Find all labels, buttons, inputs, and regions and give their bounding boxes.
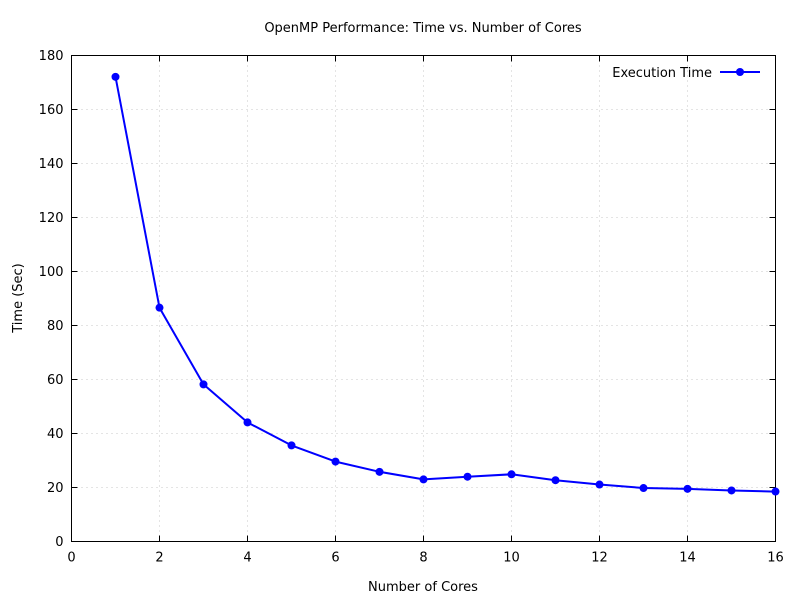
legend-series-marker — [736, 68, 744, 76]
legend: Execution Time — [612, 66, 760, 81]
data-point — [639, 484, 648, 493]
data-point — [155, 303, 164, 312]
y-tick-label: 60 — [47, 373, 64, 388]
y-tick-label: 180 — [39, 49, 64, 64]
legend-series-label: Execution Time — [612, 66, 712, 81]
data-point — [507, 470, 516, 479]
data-point — [463, 472, 472, 481]
y-tick-label: 0 — [55, 535, 63, 550]
series-layer — [111, 72, 780, 496]
y-tick-label: 20 — [47, 481, 64, 496]
plot-frame — [71, 55, 776, 542]
y-tick-label: 120 — [39, 211, 64, 226]
data-point — [595, 480, 604, 489]
x-axis-label: Number of Cores — [368, 580, 478, 595]
x-tick-label: 0 — [67, 551, 75, 566]
y-tick-label: 80 — [47, 319, 64, 334]
data-point — [243, 418, 252, 427]
data-point — [111, 72, 120, 81]
data-point — [375, 467, 384, 476]
data-point — [199, 380, 208, 389]
y-tick-label: 160 — [39, 103, 64, 118]
x-tick-label: 14 — [679, 551, 696, 566]
chart-title: OpenMP Performance: Time vs. Number of C… — [264, 21, 582, 36]
x-tick-label: 4 — [243, 551, 251, 566]
y-axis-label: Time (Sec) — [11, 263, 26, 334]
axis-ticks: 0 20 40 60 80 100 120 140 160 180 0 2 4 6 8 10 12 14 16 — [39, 49, 784, 566]
x-tick-label: 16 — [767, 551, 784, 566]
x-tick-label: 6 — [331, 551, 339, 566]
data-point — [683, 484, 692, 493]
x-tick-label: 10 — [503, 551, 520, 566]
series-line — [114, 76, 776, 493]
data-point — [287, 441, 296, 450]
y-tick-label: 140 — [39, 157, 64, 172]
data-point — [419, 475, 428, 484]
data-point — [727, 486, 736, 495]
y-tick-label: 100 — [39, 265, 64, 280]
data-point — [331, 457, 340, 466]
grid-lines — [71, 55, 776, 542]
data-point — [551, 476, 560, 485]
data-point — [771, 487, 780, 496]
x-tick-label: 12 — [591, 551, 608, 566]
x-tick-label: 2 — [155, 551, 163, 566]
x-tick-label: 8 — [419, 551, 427, 566]
y-tick-label: 40 — [47, 427, 64, 442]
